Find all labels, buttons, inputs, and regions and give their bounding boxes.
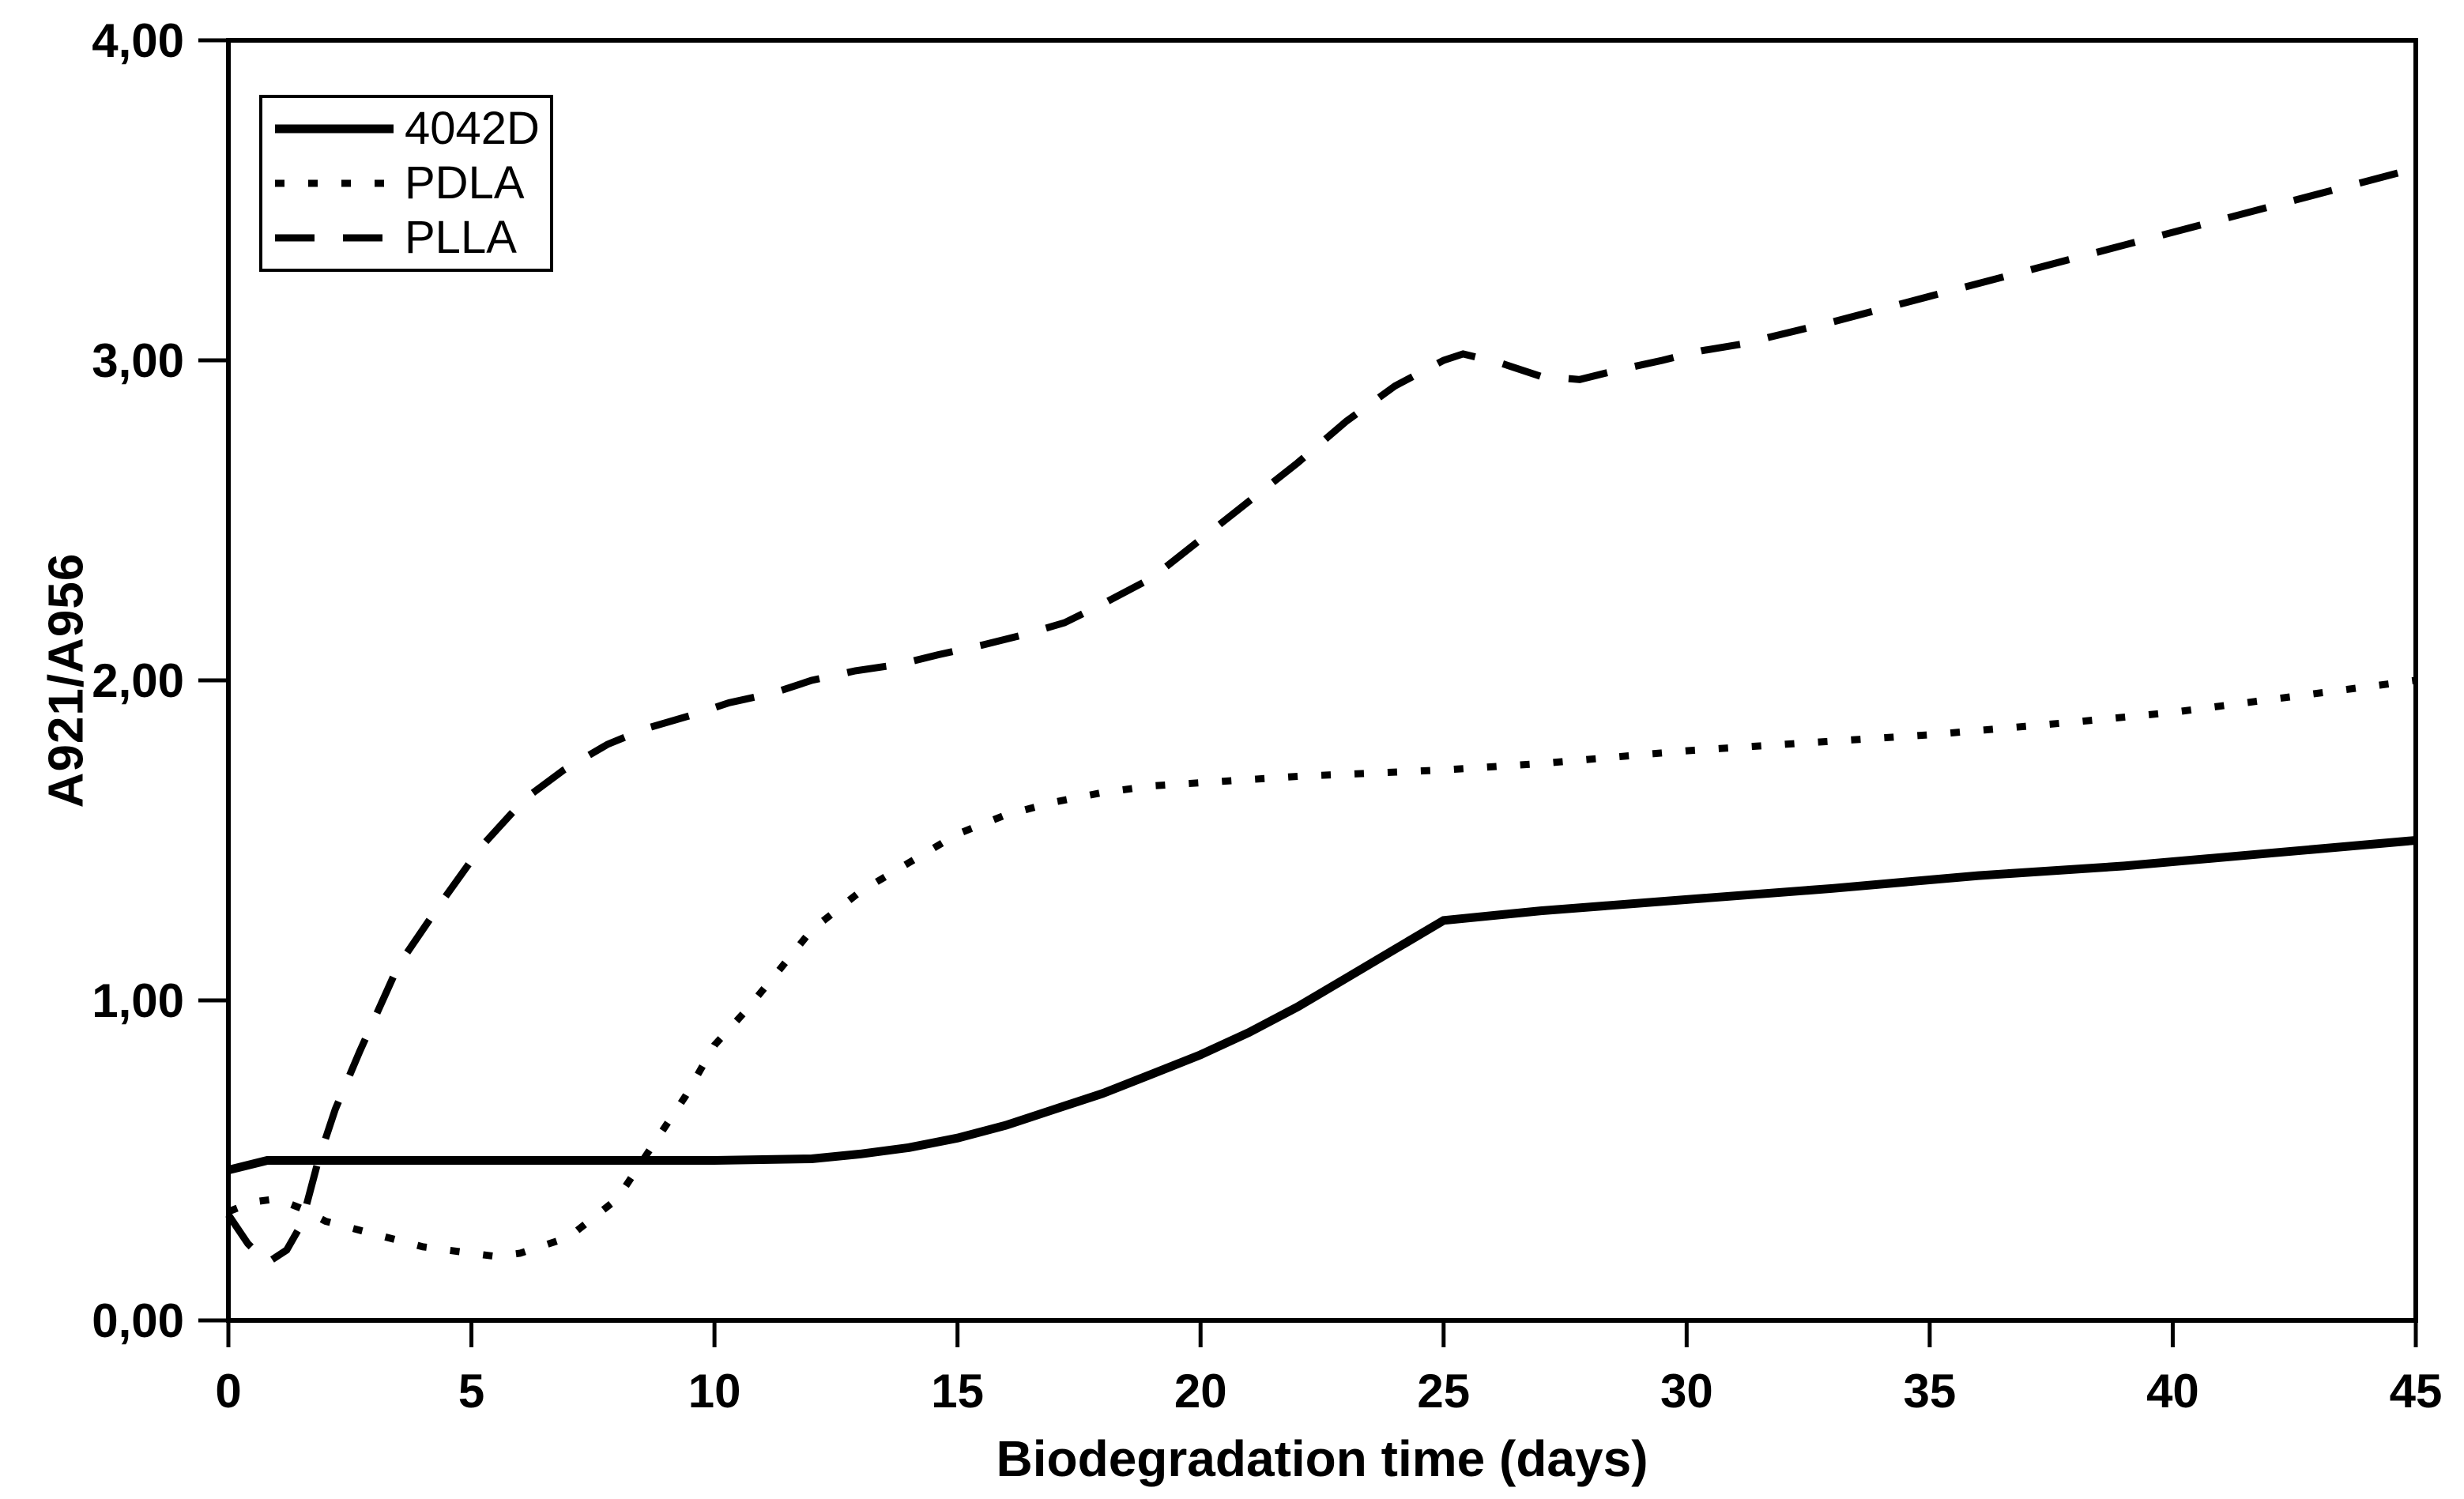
legend-item-pdla: PDLA <box>275 160 541 206</box>
legend-label: PDLA <box>405 156 525 209</box>
y-tick-label: 0,00 <box>92 1294 184 1347</box>
x-tick-label: 30 <box>1660 1365 1713 1418</box>
x-tick-label: 25 <box>1417 1365 1470 1418</box>
plot-border <box>226 38 2418 1323</box>
y-axis-title: A921/A956 <box>39 552 94 808</box>
dotted-line-sample-icon <box>275 179 394 187</box>
y-tick-label: 4,00 <box>92 14 184 67</box>
x-tick-label: 0 <box>215 1365 241 1418</box>
x-tick-label: 35 <box>1904 1365 1957 1418</box>
x-tick-label: 15 <box>931 1365 984 1418</box>
x-tick-label: 20 <box>1174 1365 1227 1418</box>
series-line-4042d <box>227 836 2417 1175</box>
dashed-line-sample-icon <box>275 234 394 242</box>
legend-label: 4042D <box>405 102 540 154</box>
solid-line-sample-icon <box>275 124 394 134</box>
x-tick-label: 5 <box>458 1365 484 1418</box>
legend-item-4042d: 4042D <box>275 102 541 154</box>
y-tick-label: 2,00 <box>92 654 184 707</box>
x-axis-title: Biodegradation time (days) <box>996 1430 1648 1487</box>
series-line-pdla <box>227 676 2417 1260</box>
legend: 4042D PDLA PLLA <box>259 95 553 272</box>
x-tick-label: 45 <box>2390 1365 2443 1418</box>
series-line-plla <box>225 164 2417 1267</box>
x-tick-label: 40 <box>2146 1365 2199 1418</box>
y-tick-label: 3,00 <box>92 334 184 387</box>
legend-item-plla: PLLA <box>275 215 541 261</box>
y-tick-label: 1,00 <box>92 974 184 1027</box>
x-tick-label: 10 <box>688 1365 741 1418</box>
legend-label: PLLA <box>405 212 517 264</box>
